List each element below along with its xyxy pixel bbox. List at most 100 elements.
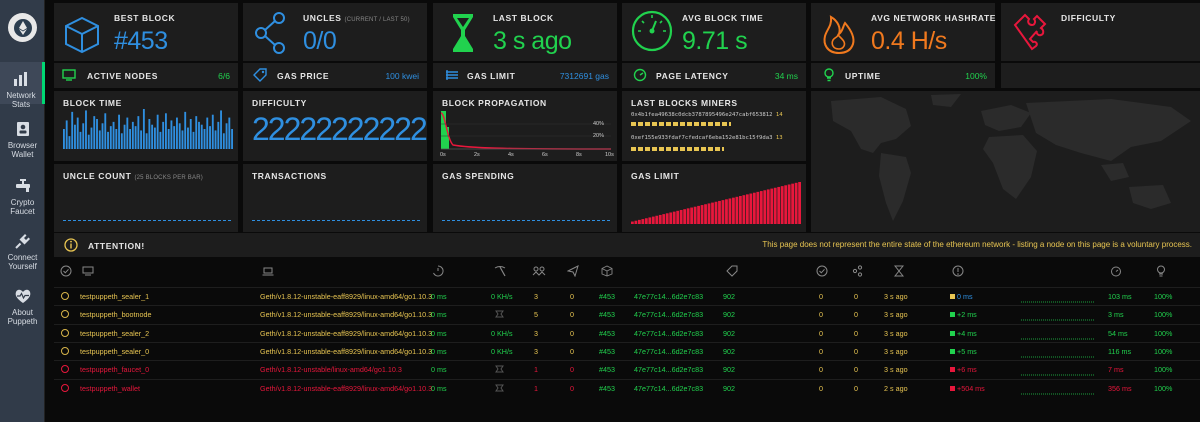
chart-bar <box>170 120 173 149</box>
chart-bar <box>176 117 178 149</box>
chart-bar <box>732 197 735 224</box>
node-name: testpuppeth_sealer_0 <box>80 346 150 356</box>
chart-bar <box>167 129 170 149</box>
propagation-xtick: 0s <box>440 152 446 158</box>
chart-bar <box>794 182 798 224</box>
node-peers: 1 <box>534 365 538 375</box>
latency-icon[interactable] <box>432 265 444 277</box>
sidebar-item-label: About Puppeth <box>7 308 38 326</box>
check-circle-icon[interactable] <box>60 265 72 277</box>
table-row[interactable]: testpuppeth_sealer_0 Geth/v1.8.12-unstabl… <box>54 341 1200 359</box>
chart-bar <box>187 127 189 149</box>
table-row[interactable]: testpuppeth_sealer_1 Geth/v1.8.12-unstabl… <box>54 287 1200 304</box>
node-status-icon[interactable] <box>61 310 69 319</box>
sidebar-item-about-puppeth[interactable]: About Puppeth <box>0 287 45 326</box>
sidebar-item-browser-wallet[interactable]: Browser Wallet <box>0 120 45 159</box>
timer-icon[interactable] <box>1110 265 1122 277</box>
propagation-bar <box>441 111 446 149</box>
chart-bar <box>784 185 788 224</box>
lightbulb-icon[interactable] <box>1156 265 1166 277</box>
node-status-icon[interactable] <box>61 365 69 374</box>
difficulty-chart-title: DIFFICULTY <box>252 98 307 108</box>
chart-bar <box>773 187 777 224</box>
hourglass-icon[interactable] <box>894 265 904 277</box>
cube-icon[interactable] <box>601 265 613 277</box>
node-status-icon[interactable] <box>61 383 69 392</box>
last-block-panel: LAST BLOCK 3 s ago <box>433 3 617 61</box>
chart-bar <box>749 193 753 224</box>
monitor-icon <box>62 69 76 81</box>
chart-bar <box>756 191 760 224</box>
chart-bar <box>63 129 65 149</box>
faucet-icon <box>15 179 30 192</box>
gas-limit-value: 7312691 gas <box>559 71 609 81</box>
table-row[interactable]: testpuppeth_wallet Geth/v1.8.12-unstable-… <box>54 378 1200 396</box>
paper-plane-icon[interactable] <box>567 265 579 277</box>
chart-bar <box>637 219 641 224</box>
node-uncles: 0 <box>854 346 858 356</box>
sidebar-item-crypto-faucet[interactable]: Crypto Faucet <box>0 177 45 216</box>
node-last-block: 2 s ago <box>884 383 908 393</box>
chart-bar <box>683 209 687 224</box>
propagation-status-icon <box>950 330 955 336</box>
sidebar-item-network-stats[interactable]: Network Stats <box>0 62 45 109</box>
node-status-icon[interactable] <box>61 346 69 355</box>
monitor-icon[interactable] <box>82 265 94 277</box>
node-name: testpuppeth_bootnode <box>80 310 152 320</box>
chart-bar <box>142 109 145 149</box>
table-row[interactable]: testpuppeth_sealer_2 Geth/v1.8.12-unstabl… <box>54 323 1200 341</box>
sidebar-item-connect-yourself[interactable]: Connect Yourself <box>0 232 45 271</box>
node-latency: 0 ms <box>431 310 447 320</box>
timer-icon <box>633 68 647 82</box>
node-propagation: +2 ms <box>957 310 977 320</box>
check-circle-icon[interactable] <box>816 265 828 277</box>
difficulty-chart-values: 2222222222222 <box>252 111 427 147</box>
pickaxe-icon[interactable] <box>494 265 506 277</box>
peers-icon[interactable] <box>532 265 546 277</box>
node-hash: 47e77c14...6d2e7c83 <box>634 365 704 375</box>
node-last-block: 3 s ago <box>884 365 908 375</box>
gas-spending-panel: GAS SPENDING <box>433 164 617 232</box>
node-latency: 0 ms <box>431 365 447 375</box>
node-hash: 47e77c14...6d2e7c83 <box>634 383 704 393</box>
uncle-count-subtitle: (25 BLOCKS PER BAR) <box>134 175 203 181</box>
sidebar-item-label: Network Stats <box>6 91 36 109</box>
chart-bar <box>200 124 203 149</box>
node-pending: 0 <box>570 365 574 375</box>
node-pending-uncles: 0 <box>819 292 823 301</box>
uncles-tree-icon[interactable] <box>852 265 864 277</box>
chart-bar <box>156 114 159 149</box>
propagation-ytick: 40% <box>593 121 605 127</box>
chart-bar <box>85 110 87 149</box>
node-status-icon[interactable] <box>61 328 69 337</box>
node-hash: 47e77c14...6d2e7c83 <box>634 346 704 356</box>
node-gas: 902 <box>723 292 735 301</box>
propagation-icon[interactable] <box>952 265 964 277</box>
table-row[interactable]: testpuppeth_bootnode Geth/v1.8.12-unstabl… <box>54 305 1200 322</box>
node-gas: 902 <box>723 365 735 375</box>
node-peers: 3 <box>534 328 538 338</box>
node-uptime: 100% <box>1154 383 1173 393</box>
gas-limit-title: GAS LIMIT <box>467 71 516 81</box>
chart-bar <box>68 136 71 149</box>
miner-count: 14 <box>775 112 783 118</box>
ethereum-logo-icon[interactable] <box>8 13 37 42</box>
laptop-icon[interactable] <box>262 265 274 277</box>
node-status-icon[interactable] <box>61 292 69 300</box>
node-latency: 0 ms <box>431 346 447 356</box>
propagation-sparkline <box>1021 393 1095 394</box>
difficulty-panel: DIFFICULTY <box>1001 3 1200 61</box>
avg-block-time-value: 9.71 s <box>682 27 748 55</box>
block-propagation-chart <box>440 111 612 150</box>
fire-icon <box>823 15 855 55</box>
uptime-value: 100% <box>965 71 987 81</box>
tag-icon[interactable] <box>726 265 738 277</box>
propagation-sparkline <box>1021 319 1095 321</box>
uncles-subtitle: (CURRENT / LAST 50) <box>344 17 410 23</box>
chart-bar <box>148 119 151 149</box>
chart-bar <box>725 199 728 224</box>
uptime-panel: UPTIME 100% <box>811 63 995 88</box>
node-gas: 902 <box>723 310 735 320</box>
active-nodes-value: 6/6 <box>218 71 230 81</box>
table-row[interactable]: testpuppeth_faucet_0 Geth/v1.8.12-unstabl… <box>54 360 1200 377</box>
